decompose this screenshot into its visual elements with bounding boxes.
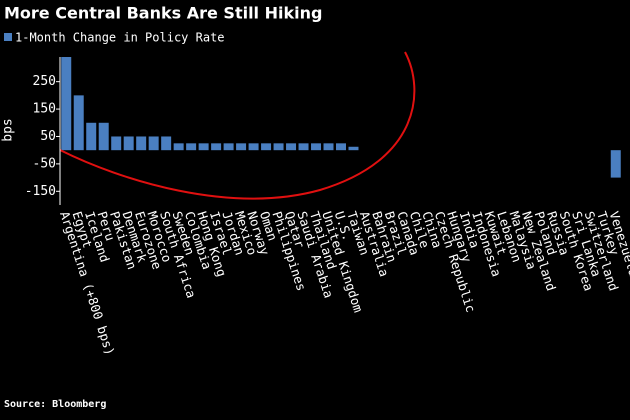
bar bbox=[136, 136, 147, 151]
legend-swatch bbox=[4, 33, 12, 41]
y-tick-label: -50 bbox=[33, 156, 56, 171]
bar bbox=[186, 143, 197, 151]
bar bbox=[323, 143, 334, 151]
bar bbox=[273, 143, 284, 151]
bar bbox=[198, 143, 209, 151]
bar bbox=[223, 143, 234, 151]
bar bbox=[610, 150, 621, 178]
bar bbox=[261, 143, 272, 151]
y-tick-label: 250 bbox=[33, 74, 56, 89]
bar bbox=[236, 143, 247, 151]
bar bbox=[211, 143, 222, 151]
bar bbox=[61, 57, 72, 151]
bar bbox=[248, 143, 259, 151]
bar bbox=[148, 136, 159, 151]
bar bbox=[286, 143, 297, 151]
chart-title: More Central Banks Are Still Hiking bbox=[4, 4, 322, 23]
bar bbox=[298, 143, 309, 151]
y-axis-label: bps bbox=[1, 118, 16, 141]
bar bbox=[311, 143, 322, 151]
bar bbox=[123, 136, 134, 151]
source: Source: Bloomberg bbox=[4, 399, 106, 410]
y-tick-label: 150 bbox=[33, 102, 56, 117]
bar bbox=[161, 136, 172, 151]
bar bbox=[348, 146, 359, 151]
bar bbox=[336, 143, 346, 151]
bar bbox=[98, 122, 109, 151]
bar bbox=[173, 143, 184, 151]
annotation-curve bbox=[59, 51, 416, 200]
bar bbox=[86, 122, 97, 151]
bar bbox=[111, 136, 122, 151]
y-tick-label: 50 bbox=[40, 129, 56, 144]
bar bbox=[73, 95, 84, 151]
y-tick-label: -150 bbox=[25, 184, 56, 199]
legend-label: 1-Month Change in Policy Rate bbox=[15, 31, 225, 45]
